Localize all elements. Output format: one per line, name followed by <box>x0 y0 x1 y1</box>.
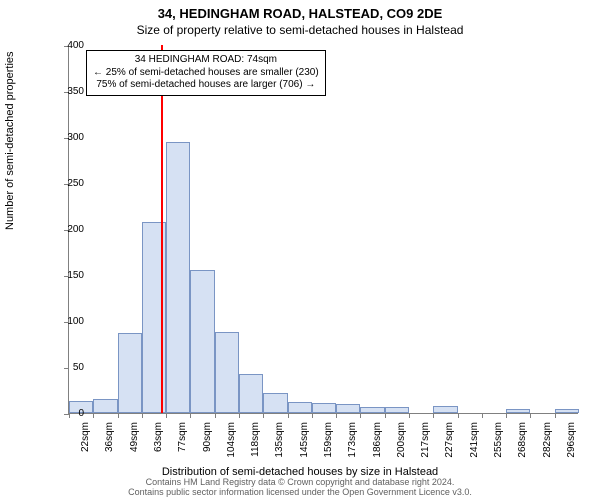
x-tick-label: 217sqm <box>420 422 431 462</box>
x-tick-label: 104sqm <box>226 422 237 462</box>
x-tick-label: 118sqm <box>250 422 261 462</box>
histogram-bar <box>312 403 336 413</box>
x-tick-mark <box>93 413 94 418</box>
x-tick-label: 200sqm <box>396 422 407 462</box>
chart-title-address: 34, HEDINGHAM ROAD, HALSTEAD, CO9 2DE <box>0 0 600 21</box>
plot-area <box>68 46 578 414</box>
x-tick-label: 241sqm <box>469 422 480 462</box>
x-tick-mark <box>166 413 167 418</box>
x-tick-label: 36sqm <box>104 422 115 462</box>
histogram-bar <box>288 402 312 413</box>
y-tick-label: 0 <box>54 408 84 419</box>
y-tick-label: 400 <box>54 40 84 51</box>
x-tick-label: 22sqm <box>80 422 91 462</box>
x-tick-mark <box>360 413 361 418</box>
x-tick-label: 296sqm <box>566 422 577 462</box>
chart-title-description: Size of property relative to semi-detach… <box>0 21 600 37</box>
histogram-bar <box>93 399 117 413</box>
y-tick-label: 100 <box>54 316 84 327</box>
reference-line <box>161 45 163 413</box>
x-tick-mark <box>190 413 191 418</box>
x-tick-mark <box>288 413 289 418</box>
x-tick-mark <box>555 413 556 418</box>
annotation-line-3: 75% of semi-detached houses are larger (… <box>93 79 319 92</box>
y-tick-label: 50 <box>54 362 84 373</box>
x-tick-mark <box>239 413 240 418</box>
x-tick-label: 159sqm <box>323 422 334 462</box>
histogram-bar <box>239 374 263 413</box>
x-tick-label: 282sqm <box>542 422 553 462</box>
annotation-line-2: ← 25% of semi-detached houses are smalle… <box>93 67 319 80</box>
x-tick-mark <box>118 413 119 418</box>
x-tick-label: 77sqm <box>177 422 188 462</box>
x-tick-label: 63sqm <box>153 422 164 462</box>
histogram-bar <box>166 142 190 413</box>
histogram-bar <box>118 333 142 413</box>
x-tick-mark <box>506 413 507 418</box>
x-tick-mark <box>215 413 216 418</box>
histogram-bar <box>336 404 360 413</box>
y-tick-label: 150 <box>54 270 84 281</box>
y-tick-label: 250 <box>54 178 84 189</box>
x-tick-mark <box>482 413 483 418</box>
x-tick-label: 173sqm <box>347 422 358 462</box>
x-tick-mark <box>433 413 434 418</box>
x-tick-mark <box>458 413 459 418</box>
x-tick-mark <box>336 413 337 418</box>
x-tick-mark <box>409 413 410 418</box>
y-tick-label: 350 <box>54 86 84 97</box>
attribution-line-2: Contains public sector information licen… <box>0 488 600 498</box>
x-tick-mark <box>263 413 264 418</box>
histogram-bar <box>263 393 287 413</box>
x-tick-label: 186sqm <box>372 422 383 462</box>
histogram-bar <box>215 332 239 413</box>
y-tick-label: 300 <box>54 132 84 143</box>
x-tick-mark <box>530 413 531 418</box>
histogram-bar <box>506 409 530 413</box>
x-tick-label: 145sqm <box>299 422 310 462</box>
histogram-bar <box>555 409 579 413</box>
x-tick-label: 227sqm <box>444 422 455 462</box>
histogram-bar <box>433 406 457 413</box>
x-tick-mark <box>385 413 386 418</box>
x-tick-label: 90sqm <box>202 422 213 462</box>
x-tick-mark <box>142 413 143 418</box>
x-tick-label: 255sqm <box>493 422 504 462</box>
histogram-bar <box>360 407 384 413</box>
x-tick-label: 49sqm <box>129 422 140 462</box>
y-axis-label: Number of semi-detached properties <box>4 51 16 230</box>
y-tick-label: 200 <box>54 224 84 235</box>
x-tick-label: 135sqm <box>274 422 285 462</box>
attribution-text: Contains HM Land Registry data © Crown c… <box>0 478 600 498</box>
annotation-line-1: 34 HEDINGHAM ROAD: 74sqm <box>93 54 319 67</box>
x-tick-mark <box>312 413 313 418</box>
x-tick-label: 268sqm <box>517 422 528 462</box>
histogram-bar <box>385 407 409 413</box>
annotation-box: 34 HEDINGHAM ROAD: 74sqm ← 25% of semi-d… <box>86 50 326 96</box>
histogram-bar <box>190 270 214 413</box>
x-axis-label: Distribution of semi-detached houses by … <box>0 466 600 478</box>
